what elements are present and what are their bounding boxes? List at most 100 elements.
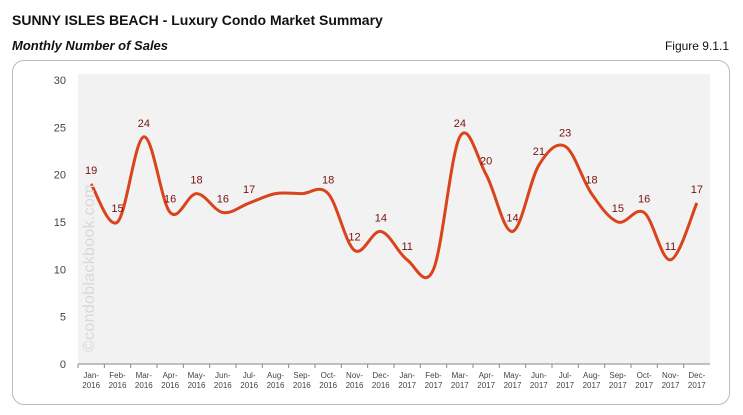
x-tick-label: May- — [188, 371, 206, 380]
y-tick-label: 15 — [54, 217, 66, 229]
x-tick-label: Jul- — [559, 371, 572, 380]
data-point — [485, 174, 487, 176]
data-label: 17 — [243, 184, 255, 196]
y-tick-label: 20 — [54, 170, 66, 182]
x-tick-label: 2017 — [477, 381, 495, 390]
x-tick-label: 2016 — [240, 381, 258, 390]
x-tick-label: 2016 — [109, 381, 127, 390]
data-label: 16 — [217, 194, 229, 206]
data-label: 11 — [665, 241, 676, 253]
data-label: 15 — [612, 203, 624, 215]
x-tick-label: Oct- — [321, 371, 336, 380]
data-label: 16 — [164, 194, 176, 206]
x-tick-label: 2016 — [319, 381, 337, 390]
x-tick-label: 2017 — [530, 381, 548, 390]
data-label: 15 — [111, 203, 123, 215]
x-tick-label: Sep- — [609, 371, 626, 380]
x-tick-label: Dec- — [688, 371, 705, 380]
data-label: 16 — [638, 194, 650, 206]
data-point — [90, 183, 92, 185]
x-tick-label: Aug- — [583, 371, 600, 380]
x-tick-label: 2017 — [662, 381, 680, 390]
data-point — [169, 212, 171, 214]
x-tick-label: Mar- — [452, 371, 469, 380]
data-point — [643, 212, 645, 214]
x-tick-label: 2017 — [688, 381, 706, 390]
x-tick-label: 2017 — [451, 381, 469, 390]
x-tick-label: Dec- — [372, 371, 389, 380]
x-tick-label: 2017 — [556, 381, 574, 390]
data-point — [117, 221, 118, 223]
x-tick-label: 2017 — [398, 381, 416, 390]
x-tick-label: 2016 — [135, 381, 153, 390]
x-tick-label: Mar- — [136, 371, 153, 380]
data-label: 12 — [348, 231, 360, 243]
data-point — [538, 164, 540, 166]
x-tick-label: Feb- — [109, 371, 126, 380]
x-tick-label: Jan- — [83, 371, 99, 380]
data-point — [143, 136, 145, 138]
x-tick-label: Oct- — [637, 371, 652, 380]
data-point — [564, 145, 566, 147]
x-tick-label: Sep- — [293, 371, 310, 380]
data-label: 24 — [454, 118, 466, 130]
x-tick-label: 2016 — [293, 381, 311, 390]
data-label: 18 — [585, 175, 597, 187]
x-tick-label: 2017 — [583, 381, 601, 390]
data-point — [222, 212, 224, 214]
data-point — [327, 193, 329, 195]
data-point — [591, 193, 592, 195]
y-tick-label: 10 — [54, 264, 66, 276]
x-tick-label: 2016 — [372, 381, 390, 390]
x-tick-label: Apr- — [479, 371, 494, 380]
chart-subtitle: Monthly Number of Sales — [12, 38, 169, 53]
data-label: 14 — [506, 212, 518, 224]
data-point — [406, 259, 408, 261]
data-point — [433, 268, 434, 270]
x-tick-label: Jul- — [243, 371, 256, 380]
x-tick-label: Apr- — [163, 371, 178, 380]
data-point — [696, 202, 698, 204]
x-tick-label: 2017 — [635, 381, 653, 390]
data-label: 23 — [559, 127, 571, 139]
data-point — [301, 193, 303, 195]
x-tick-label: 2016 — [82, 381, 100, 390]
data-label: 19 — [85, 165, 97, 177]
x-tick-label: 2016 — [161, 381, 179, 390]
y-tick-label: 5 — [60, 312, 66, 324]
data-point — [248, 202, 250, 204]
x-tick-label: 2016 — [267, 381, 285, 390]
y-tick-label: 0 — [60, 359, 66, 371]
data-label: 20 — [480, 156, 492, 168]
data-label: 17 — [691, 184, 703, 196]
x-tick-label: 2017 — [504, 381, 522, 390]
data-point — [275, 193, 276, 195]
x-tick-label: May- — [504, 371, 522, 380]
data-label: 24 — [138, 118, 150, 130]
x-tick-label: 2016 — [214, 381, 232, 390]
chart-frame — [12, 60, 730, 405]
data-label: 18 — [190, 175, 202, 187]
data-point — [196, 193, 197, 195]
x-tick-label: 2017 — [425, 381, 443, 390]
x-tick-label: Jun- — [531, 371, 547, 380]
y-tick-label: 25 — [54, 122, 66, 134]
x-tick-label: Jan- — [399, 371, 415, 380]
data-point — [459, 136, 461, 138]
x-tick-label: 2017 — [609, 381, 627, 390]
x-tick-label: 2016 — [188, 381, 206, 390]
watermark: ©condoblackbook.com — [81, 184, 98, 352]
data-point — [670, 259, 671, 261]
data-point — [354, 249, 355, 251]
data-label: 18 — [322, 175, 334, 187]
data-point — [512, 230, 513, 232]
data-label: 11 — [401, 241, 412, 253]
y-tick-label: 30 — [54, 75, 66, 87]
x-tick-label: 2016 — [346, 381, 364, 390]
figure-number: Figure 9.1.1 — [664, 39, 729, 53]
data-point — [380, 230, 382, 232]
data-point — [617, 221, 619, 223]
data-label: 14 — [375, 212, 387, 224]
x-tick-label: Nov- — [346, 371, 363, 380]
